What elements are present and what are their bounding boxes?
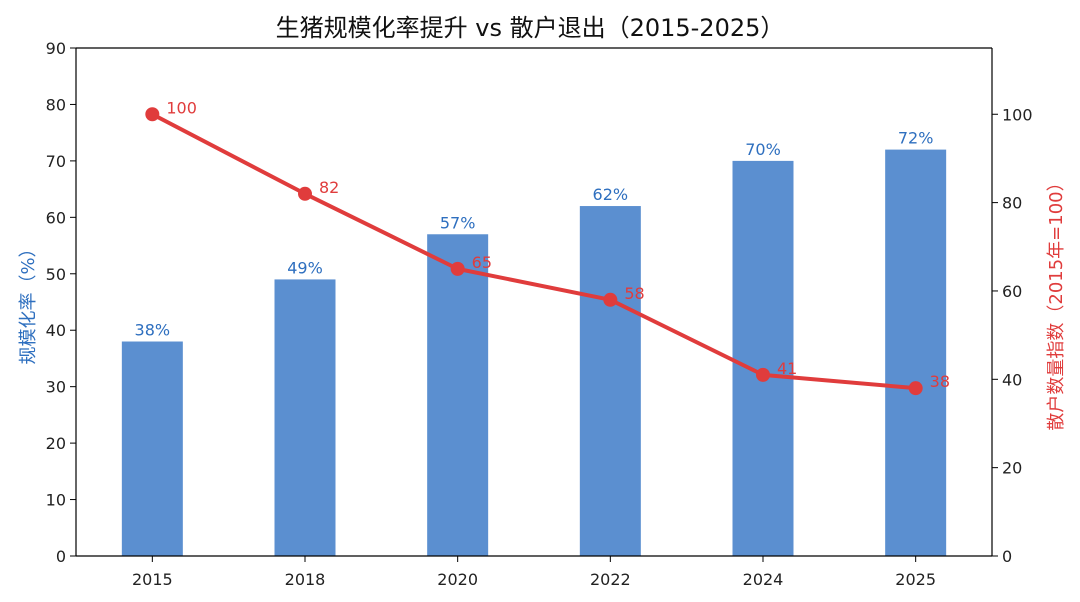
line-point-2024: [756, 367, 770, 382]
bar-2015: [121, 341, 183, 556]
line-point-2022: [603, 292, 618, 307]
y-left-tick-label: 0: [56, 547, 66, 566]
y-left-tick-label: 40: [46, 321, 66, 340]
line-value-label: 58: [624, 284, 644, 303]
y-right-tick-label: 80: [1002, 194, 1022, 213]
chart-title: 生猪规模化率提升 vs 散户退出（2015-2025）: [276, 14, 785, 42]
y-left-tick-label: 90: [46, 39, 66, 58]
y-axis-left-label: 规模化率（%）: [18, 239, 39, 364]
bar-2024: [732, 160, 794, 556]
x-tick-label: 2022: [590, 570, 631, 589]
y-left-tick-label: 20: [46, 434, 66, 453]
y-right-tick-label: 20: [1002, 459, 1022, 478]
y-left-tick-label: 70: [46, 152, 66, 171]
bar-value-label: 72%: [898, 129, 934, 148]
y-left-tick-label: 50: [46, 265, 66, 284]
y-right-tick-label: 40: [1002, 370, 1022, 389]
x-tick-label: 2018: [285, 570, 326, 589]
plot-area: 38% 49% 57% 62% 70% 72% 100 82 65 58 41 38 0 10 20 30 40…: [46, 39, 1033, 589]
bar-value-label: 62%: [593, 185, 629, 204]
line-point-2020: [450, 261, 465, 276]
bar-2022: [579, 206, 641, 557]
line-series-path: [151, 112, 916, 391]
line-value-label: 38: [930, 372, 950, 391]
bar-2025: [885, 149, 947, 556]
y-left-tick-label: 10: [46, 491, 66, 510]
x-tick-label: 2020: [437, 570, 478, 589]
x-tick-label: 2024: [743, 570, 784, 589]
line-point-2015: [145, 107, 160, 122]
y-left-tick-label: 80: [46, 95, 66, 114]
bar-2020: [427, 234, 489, 556]
bar-2018: [274, 279, 336, 556]
line-point-2025: [908, 381, 923, 396]
bar-value-label: 57%: [440, 213, 476, 232]
y-right-tick-label: 60: [1002, 282, 1022, 301]
y-right-tick-label: 100: [1002, 105, 1033, 124]
bar-value-label: 49%: [287, 258, 323, 277]
line-value-label: 65: [472, 253, 492, 272]
line-value-label: 82: [319, 178, 339, 197]
line-value-label: 41: [777, 359, 797, 378]
x-tick-label: 2015: [132, 570, 173, 589]
y-left-tick-label: 60: [46, 208, 66, 227]
bar-value-label: 38%: [135, 321, 171, 340]
y-left-tick-label: 30: [46, 378, 66, 397]
line-value-label: 100: [166, 98, 197, 117]
y-right-tick-label: 0: [1002, 547, 1012, 566]
line-point-2018: [298, 186, 312, 201]
bar-value-label: 70%: [745, 140, 781, 159]
x-tick-label: 2025: [895, 570, 936, 589]
y-axis-right-label: 散户数量指数（2015年=100）: [1046, 173, 1067, 430]
